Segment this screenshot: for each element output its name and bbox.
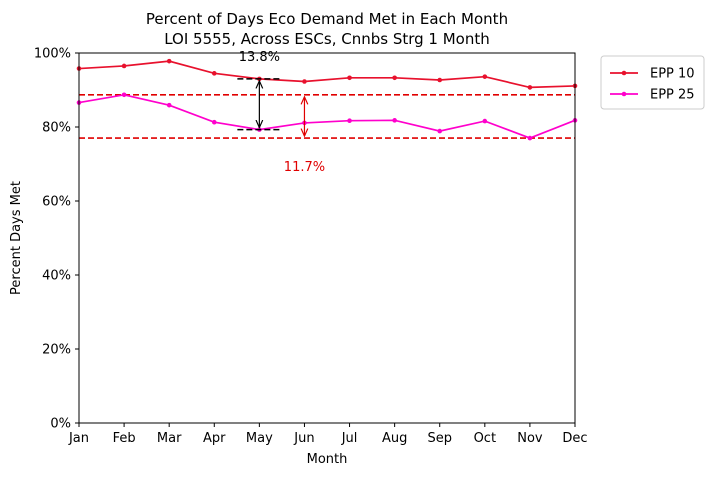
y-axis-label: Percent Days Met (9, 181, 24, 295)
data-point (211, 71, 217, 76)
x-tick-label: Jul (341, 431, 358, 446)
x-tick-label: Dec (562, 431, 587, 446)
plot-frame (78, 52, 576, 424)
data-point (437, 128, 443, 134)
y-tick-label: 60% (42, 195, 71, 210)
data-point (392, 118, 397, 123)
x-axis-label: Month (307, 452, 348, 467)
legend-label: EPP 10 (650, 67, 695, 82)
annotations-group: 13.8% 11.7% (237, 50, 325, 175)
x-tick-label: Jun (293, 431, 314, 446)
chart-title: Percent of Days Eco Demand Met in Each M… (146, 10, 508, 28)
y-tick-label: 40% (42, 269, 71, 284)
x-tick-label: Oct (474, 431, 496, 446)
x-tick-label: Jan (68, 431, 89, 446)
series-line-2 (78, 93, 576, 140)
data-point (166, 102, 172, 108)
annotation-label-2: 11.7% (284, 160, 325, 175)
x-tick-label: Mar (157, 431, 182, 446)
data-point (347, 75, 352, 81)
y-tick-label: 80% (42, 121, 71, 136)
chart-subtitle: LOI 5555, Across ESCs, Cnnbs Strg 1 Mont… (164, 30, 490, 48)
data-point (392, 75, 397, 81)
x-tick-label: Nov (517, 431, 543, 446)
legend-swatch-marker (621, 91, 627, 97)
legend: EPP 10 EPP 25 (600, 55, 705, 110)
y-ticks: 0% 20% 40% 60% 80% 100% (34, 47, 79, 432)
data-point (527, 135, 533, 141)
data-point (302, 79, 307, 84)
x-tick-label: Aug (382, 431, 407, 446)
data-point (166, 58, 172, 64)
data-point (527, 85, 533, 90)
x-ticks: Jan Feb Mar Apr May Jun Jul Aug Sep Oct Nov Dec (68, 423, 588, 446)
reference-lines (79, 94, 575, 139)
data-point (437, 77, 443, 83)
legend-label: EPP 25 (650, 88, 695, 103)
y-tick-label: 100% (34, 47, 71, 62)
y-tick-label: 20% (42, 343, 71, 358)
legend-frame (600, 55, 705, 110)
data-point (121, 63, 127, 69)
legend-swatch-marker (621, 70, 627, 76)
series-line-1 (78, 60, 576, 89)
data-point (211, 119, 217, 125)
x-tick-label: Sep (427, 431, 452, 446)
annotation-label-1: 13.8% (239, 50, 280, 65)
series-group (76, 58, 578, 141)
y-tick-label: 0% (50, 417, 71, 432)
x-tick-label: May (246, 431, 273, 446)
data-point (121, 92, 127, 98)
x-tick-label: Apr (203, 431, 226, 446)
data-point (482, 118, 488, 124)
data-point (482, 74, 488, 79)
x-tick-label: Feb (113, 431, 136, 446)
data-point (347, 118, 352, 124)
